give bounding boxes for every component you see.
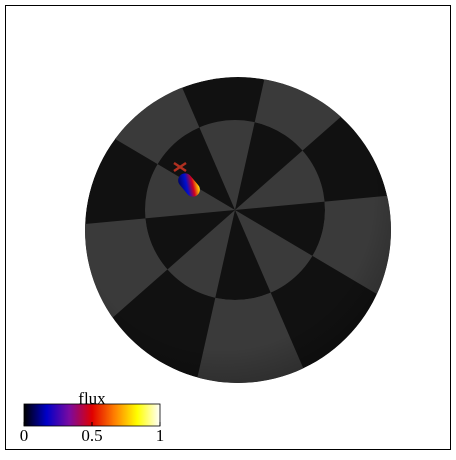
chart: flux 0 0.5 1 <box>0 0 456 455</box>
colorbar-label: flux <box>78 389 106 408</box>
colorbar-tick-label: 1 <box>156 426 165 445</box>
colorbar-tick-label: 0.5 <box>81 426 102 445</box>
page: flux 00.51 (() => { const data = JSON.pa… <box>0 0 456 460</box>
colorbar-tick-label: 0 <box>20 426 29 445</box>
